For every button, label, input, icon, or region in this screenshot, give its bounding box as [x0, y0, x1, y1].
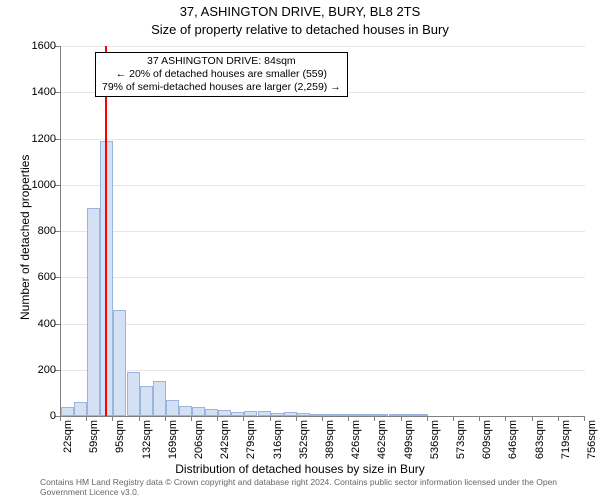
xtick-mark	[374, 416, 375, 421]
gridline	[61, 139, 585, 140]
xtick-label: 242sqm	[219, 420, 231, 470]
histogram-bar	[375, 414, 388, 416]
xtick-mark	[112, 416, 113, 421]
gridline	[61, 370, 585, 371]
xtick-mark	[584, 416, 585, 421]
histogram-bar	[258, 411, 271, 416]
chart-subtitle: Size of property relative to detached ho…	[0, 22, 600, 37]
xtick-label: 132sqm	[141, 420, 153, 470]
histogram-bar	[192, 407, 205, 416]
histogram-bar	[349, 414, 362, 416]
gridline	[61, 277, 585, 278]
xtick-label: 536sqm	[429, 420, 441, 470]
gridline	[61, 185, 585, 186]
ytick-label: 400	[16, 318, 56, 330]
xtick-label: 22sqm	[62, 420, 74, 470]
xtick-mark	[427, 416, 428, 421]
histogram-bar	[179, 406, 192, 416]
xtick-label: 59sqm	[88, 420, 100, 470]
histogram-bar	[113, 310, 126, 416]
chart-root: 37, ASHINGTON DRIVE, BURY, BL8 2TS Size …	[0, 0, 600, 500]
histogram-bar	[323, 414, 336, 416]
ytick-label: 200	[16, 364, 56, 376]
xtick-label: 316sqm	[272, 420, 284, 470]
xtick-mark	[139, 416, 140, 421]
xtick-label: 95sqm	[114, 420, 126, 470]
xtick-mark	[217, 416, 218, 421]
xtick-label: 719sqm	[560, 420, 572, 470]
histogram-bar	[231, 412, 244, 416]
histogram-bar	[74, 402, 87, 416]
gridline	[61, 231, 585, 232]
histogram-bar	[402, 414, 415, 416]
ytick-label: 1600	[16, 40, 56, 52]
xtick-mark	[270, 416, 271, 421]
histogram-bar	[140, 386, 153, 416]
histogram-bar	[127, 372, 140, 416]
histogram-bar	[415, 414, 428, 416]
xtick-label: 426sqm	[350, 420, 362, 470]
annotation-line-2: ← 20% of detached houses are smaller (55…	[102, 68, 341, 81]
plot-area	[60, 46, 585, 417]
histogram-bar	[271, 413, 284, 416]
xtick-mark	[60, 416, 61, 421]
xtick-mark	[296, 416, 297, 421]
histogram-bar	[153, 381, 166, 416]
xtick-mark	[479, 416, 480, 421]
footnote: Contains HM Land Registry data © Crown c…	[40, 478, 580, 497]
histogram-bar	[244, 411, 257, 416]
xtick-label: 389sqm	[324, 420, 336, 470]
xtick-label: 609sqm	[481, 420, 493, 470]
ytick-label: 800	[16, 225, 56, 237]
ytick-label: 0	[16, 410, 56, 422]
annotation-line-1: 37 ASHINGTON DRIVE: 84sqm	[102, 55, 341, 68]
ytick-label: 1000	[16, 179, 56, 191]
ytick-label: 1200	[16, 133, 56, 145]
xtick-label: 352sqm	[298, 420, 310, 470]
histogram-bar	[205, 409, 218, 416]
histogram-bar	[297, 413, 310, 416]
xtick-label: 499sqm	[403, 420, 415, 470]
page-title: 37, ASHINGTON DRIVE, BURY, BL8 2TS	[0, 4, 600, 19]
ytick-label: 1400	[16, 86, 56, 98]
xtick-mark	[322, 416, 323, 421]
xtick-mark	[532, 416, 533, 421]
xtick-label: 756sqm	[586, 420, 598, 470]
histogram-bar	[87, 208, 100, 416]
xtick-label: 646sqm	[507, 420, 519, 470]
annotation-box: 37 ASHINGTON DRIVE: 84sqm ← 20% of detac…	[95, 52, 348, 97]
histogram-bar	[218, 410, 231, 416]
gridline	[61, 324, 585, 325]
annotation-line-3: 79% of semi-detached houses are larger (…	[102, 81, 341, 94]
histogram-bar	[166, 400, 179, 416]
xtick-label: 683sqm	[534, 420, 546, 470]
histogram-bar	[336, 414, 349, 416]
xtick-label: 169sqm	[167, 420, 179, 470]
xtick-label: 462sqm	[376, 420, 388, 470]
gridline	[61, 46, 585, 47]
xtick-label: 279sqm	[245, 420, 257, 470]
xtick-label: 206sqm	[193, 420, 205, 470]
xtick-mark	[401, 416, 402, 421]
ytick-label: 600	[16, 271, 56, 283]
xtick-mark	[558, 416, 559, 421]
reference-line	[105, 46, 107, 416]
xtick-mark	[165, 416, 166, 421]
histogram-bar	[61, 407, 74, 416]
xtick-label: 573sqm	[455, 420, 467, 470]
